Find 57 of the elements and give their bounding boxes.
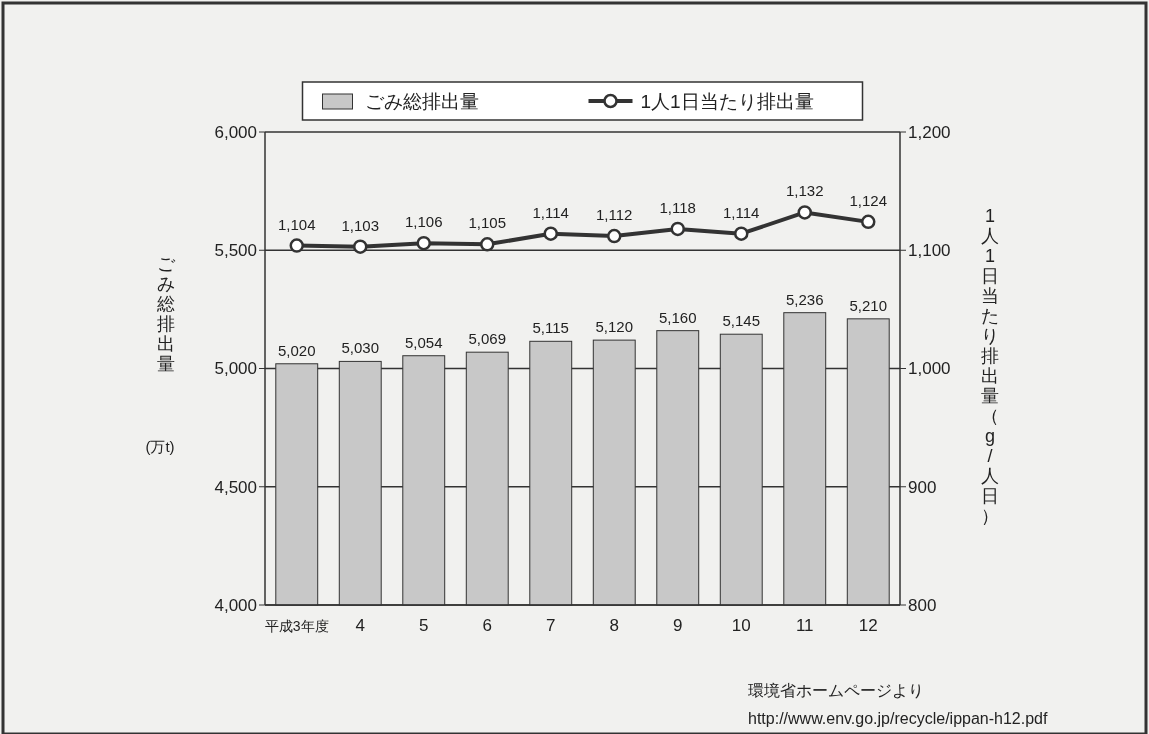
point: [289, 238, 304, 253]
data-label: 1,106: [404, 213, 443, 231]
text: 環境省ホームページより: [748, 682, 924, 699]
data-label: 1,103: [341, 216, 380, 234]
data-label: 5,120: [595, 318, 634, 336]
data-label: 5,145: [722, 312, 761, 330]
text: (万t): [145, 438, 175, 455]
x-tick-label: 11: [795, 616, 814, 635]
y-tick-label: 5,000: [214, 359, 257, 379]
x-tick-label: 12: [858, 616, 878, 635]
data-label: 1,114: [723, 203, 760, 221]
data-label: 5,054: [404, 333, 443, 351]
point: [861, 214, 876, 230]
y2-tick-label: 900: [908, 477, 937, 497]
x-tick-label: 7: [546, 616, 556, 635]
data-label: 1,112: [596, 206, 633, 224]
point: [797, 205, 812, 220]
data-label: 5,030: [341, 339, 380, 357]
x-tick-label: 9: [673, 616, 683, 635]
data-label: 5,210: [849, 296, 888, 314]
x-tick-label: 10: [731, 616, 751, 635]
data-label: 5,115: [532, 319, 569, 337]
data-label: 5,069: [468, 330, 507, 348]
point: [734, 226, 749, 241]
data-label: 5,020: [277, 341, 316, 359]
data-label: 1,124: [849, 191, 888, 209]
x-tick-label: 6: [482, 616, 492, 635]
legend-label: ごみ総排出量: [364, 90, 479, 112]
x-tick-label: 4: [355, 616, 365, 635]
point: [607, 228, 622, 244]
data-label: 1,104: [277, 215, 316, 233]
point: [353, 239, 368, 254]
data-label: 1,132: [785, 182, 824, 200]
y-axis-title: ごみ総排出量: [156, 254, 176, 374]
y-tick-label: 5,500: [214, 241, 257, 261]
y-tick-label: 6,000: [214, 122, 257, 142]
point: [543, 226, 558, 241]
y-tick-label: 4,000: [214, 595, 257, 615]
point: [670, 221, 685, 237]
y-tick-label: 4,500: [214, 477, 257, 497]
text: http://www.env.go.jp/recycle/ippan-h12.pdf: [748, 710, 1048, 727]
point: [480, 237, 495, 252]
y2-tick-label: 1,100: [908, 241, 951, 261]
x-tick-label: 5: [419, 616, 429, 635]
data-label: 5,236: [785, 290, 824, 308]
data-label: 5,160: [658, 308, 697, 326]
data-label: 1,118: [659, 198, 696, 216]
text: 1人1日当たり排出量（g/人日）: [981, 206, 999, 526]
legend-label: 1人1日当たり排出量: [640, 90, 814, 112]
point: [416, 235, 431, 251]
y2-tick-label: 800: [908, 595, 937, 615]
y2-tick-label: 1,000: [908, 359, 951, 379]
x-tick-label: 8: [609, 616, 619, 635]
y2-tick-label: 1,200: [908, 122, 951, 142]
data-label: 1,105: [468, 214, 507, 232]
data-label: 1,114: [532, 203, 569, 221]
x-tick-label: 平成3年度: [264, 618, 329, 634]
